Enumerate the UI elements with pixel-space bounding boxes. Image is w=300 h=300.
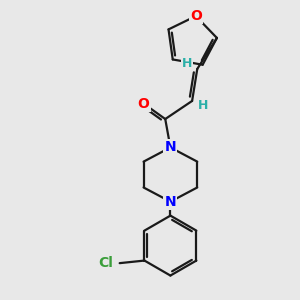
Text: O: O — [190, 9, 202, 23]
Text: Cl: Cl — [99, 256, 113, 270]
Text: H: H — [198, 99, 209, 112]
Text: N: N — [165, 195, 176, 209]
Text: O: O — [138, 97, 149, 110]
Text: N: N — [165, 140, 176, 154]
Text: H: H — [182, 57, 192, 70]
